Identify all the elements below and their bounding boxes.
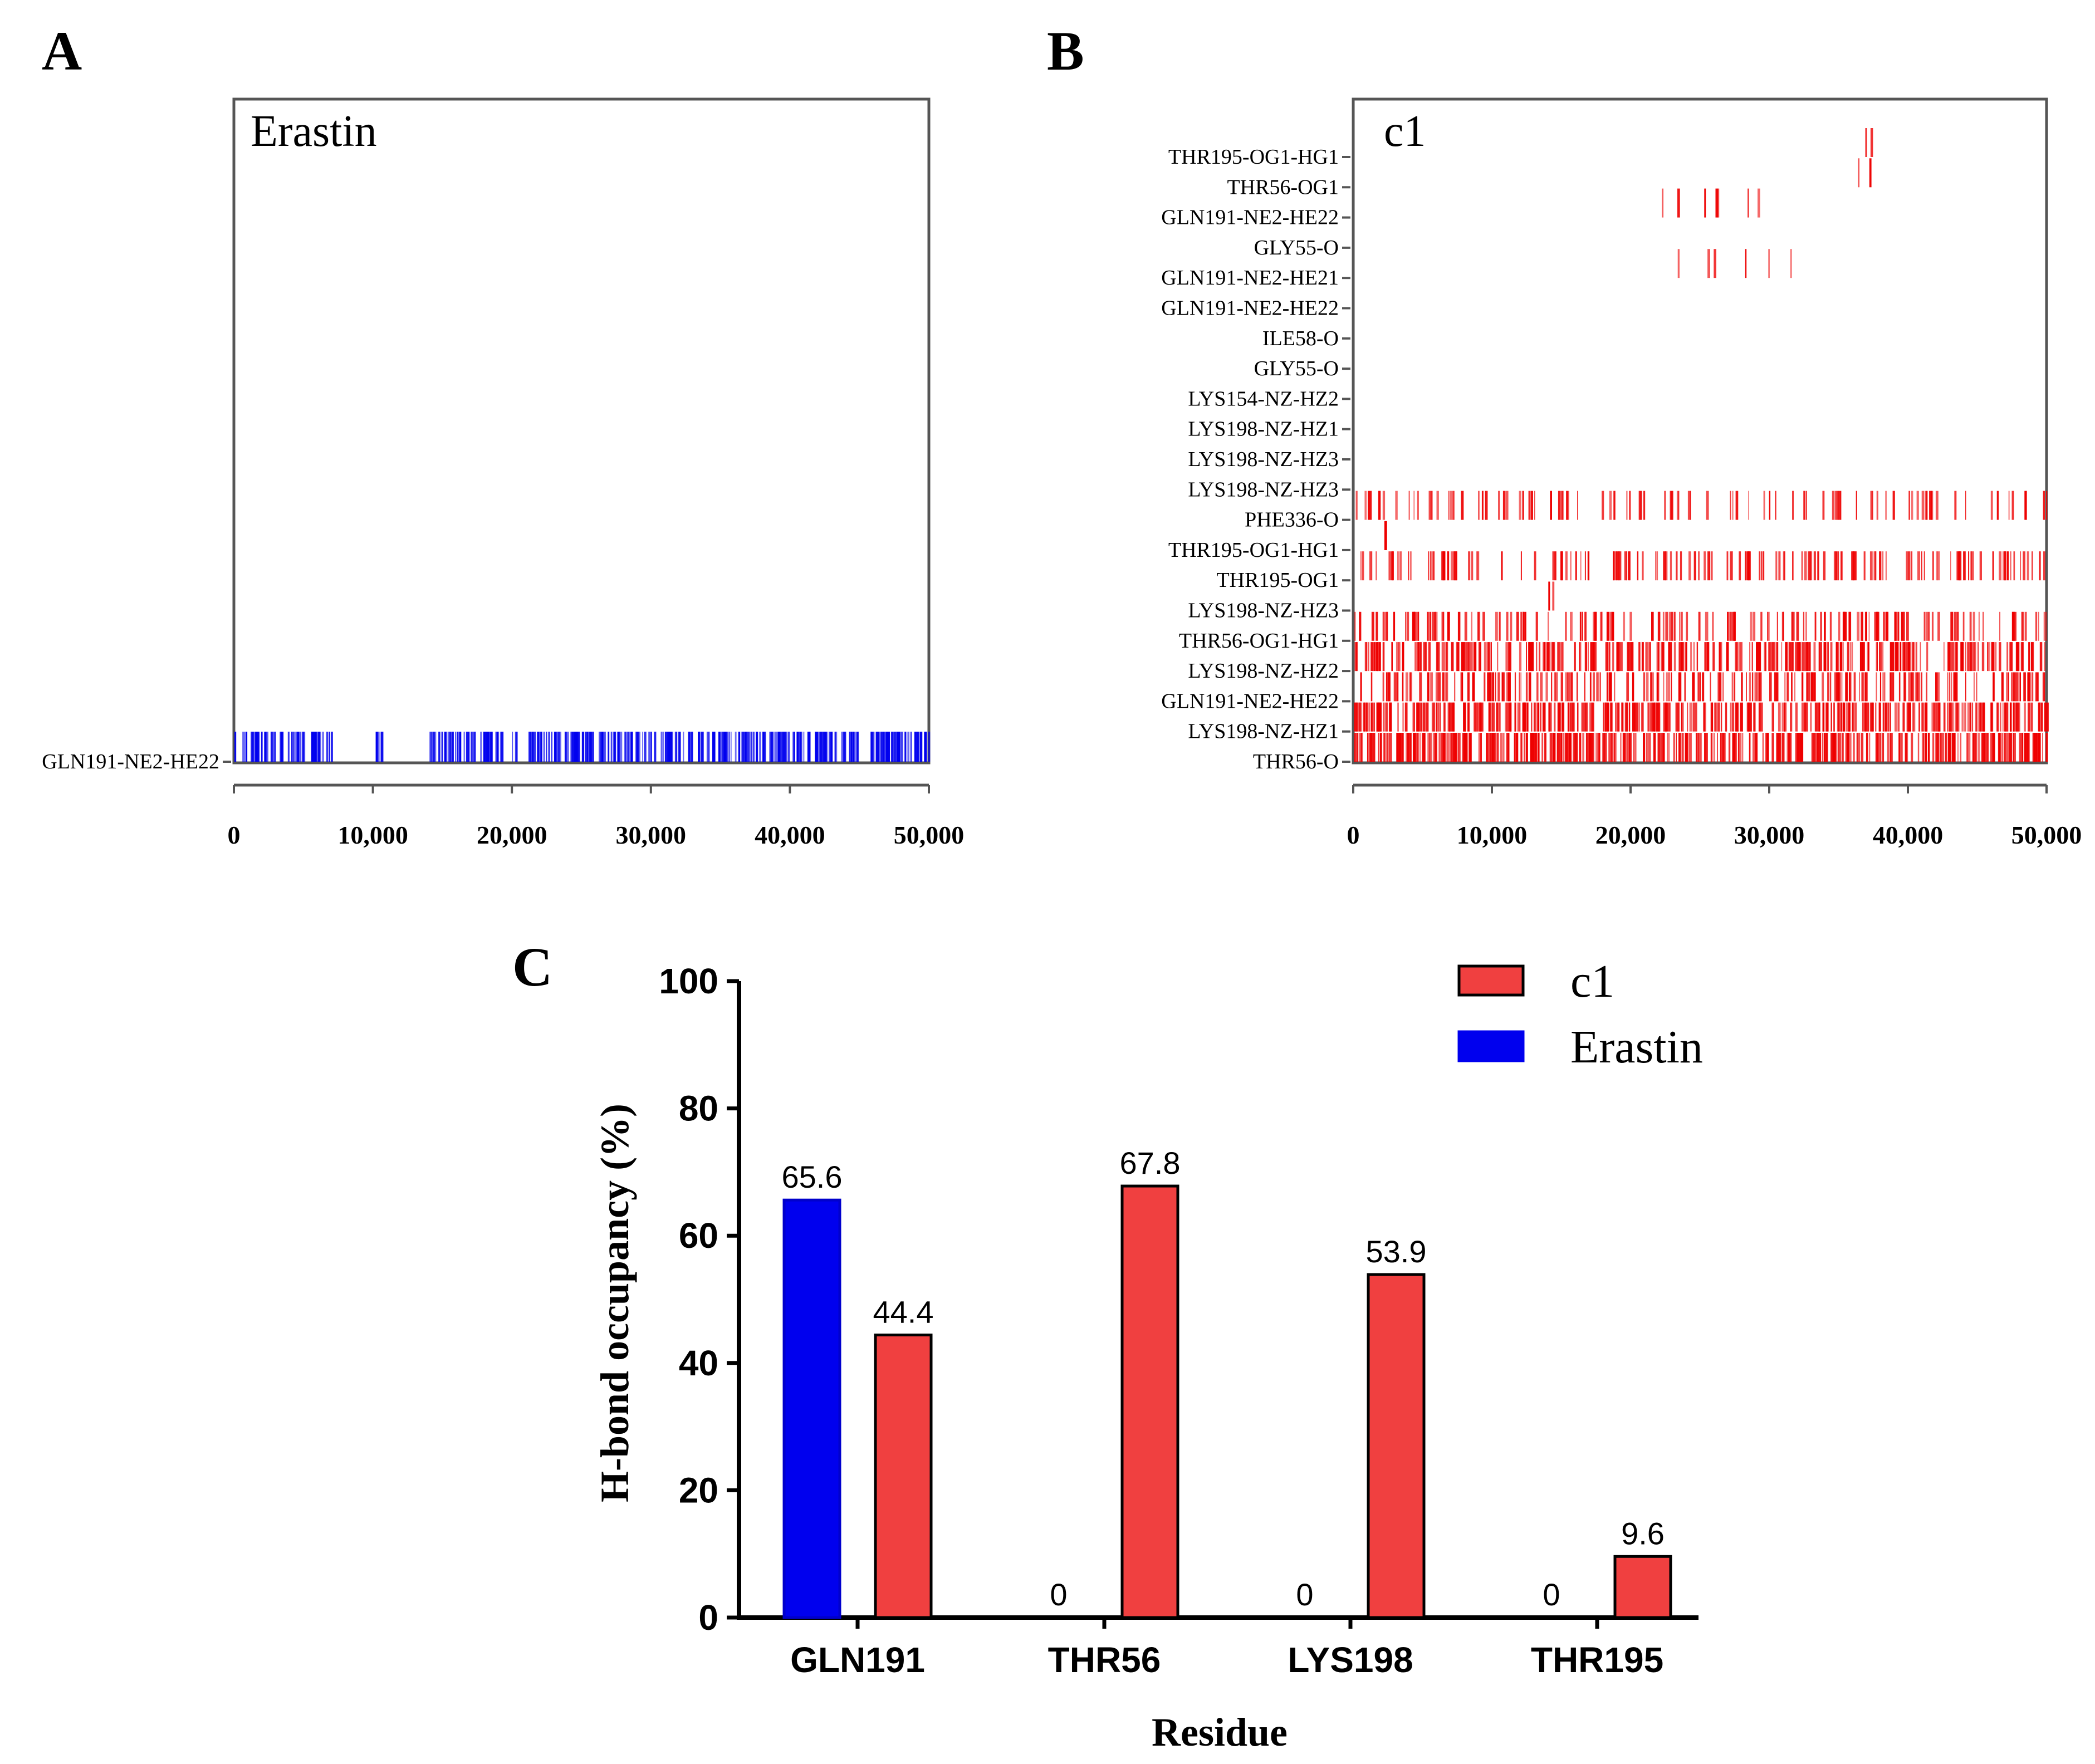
strip-17 [1354, 611, 2047, 641]
row-label: GLN191-NE2-HE22 [42, 750, 219, 773]
bar-erastin-gln191 [782, 1198, 841, 1619]
row-label: LYS198-NZ-HZ1 [1188, 720, 1339, 743]
y-tick-label: 40 [679, 1343, 718, 1383]
row-label: LYS198-NZ-HZ2 [1188, 659, 1339, 683]
row-label: GLN191-NE2-HE22 [1161, 297, 1339, 320]
data-label: 0 [1050, 1577, 1067, 1612]
row-label: GLY55-O [1254, 357, 1339, 380]
row-label: LYS198-NZ-HZ3 [1188, 599, 1339, 623]
row-label: ILE58-O [1262, 327, 1339, 350]
x-tick-label: 20,000 [477, 821, 547, 849]
x-tick-label: 30,000 [616, 821, 687, 849]
row-label: GLN191-NE2-HE21 [1161, 266, 1339, 290]
panel-a-hbond-timeline: Erastin GLN191-NE2-HE22 0 10,000 20,000 30,… [42, 97, 965, 849]
x-tick-label: 0 [228, 821, 241, 849]
panel-a-title: Erastin [251, 107, 377, 156]
x-tick-label: 50,000 [2011, 821, 2082, 849]
row-label: THR56-OG1-HG1 [1179, 629, 1339, 653]
strip-16 [1548, 581, 1555, 611]
panel-b-hbond-timeline: c1 THR195-OG1-HG1 THR56-OG1 GLN191-NE2-HE2… [1161, 97, 2082, 849]
panel-label-a: A [42, 20, 82, 82]
panel-a-x-ticks: 0 10,000 20,000 30,000 40,000 50,000 [228, 785, 965, 849]
panel-c-bars [782, 1184, 1672, 1619]
data-label: 9.6 [1621, 1516, 1665, 1551]
bar-c1-lys198 [1367, 1273, 1426, 1619]
strip-1 [234, 732, 931, 762]
x-tick-label: 50,000 [894, 821, 965, 849]
row-label: GLY55-O [1254, 236, 1339, 259]
x-tick-label: 40,000 [1873, 821, 1944, 849]
y-tick-label: 0 [698, 1598, 718, 1638]
legend-label-c1: c1 [1570, 955, 1614, 1007]
panel-c-x-ticks: GLN191 THR56 LYS198 THR195 [790, 1618, 1663, 1680]
panel-b-title: c1 [1384, 107, 1426, 156]
x-tick-label: THR195 [1531, 1640, 1663, 1680]
strip-13 [1355, 491, 2048, 520]
legend-swatch-c1 [1457, 964, 1525, 997]
strip-5 [1677, 249, 1792, 278]
x-tick-label: LYS198 [1288, 1640, 1413, 1680]
x-tick-label: 0 [1347, 821, 1360, 849]
row-label: LYS198-NZ-HZ3 [1188, 448, 1339, 471]
panel-a-strips [234, 732, 931, 762]
panel-label-c: C [512, 936, 552, 998]
bar-c1-thr195 [1613, 1555, 1672, 1619]
row-label: LYS198-NZ-HZ3 [1188, 478, 1339, 501]
panel-c-x-label: Residue [1152, 1710, 1288, 1755]
strip-2 [1858, 158, 1872, 188]
panel-c-y-label: H-bond occupancy (%) [593, 1104, 637, 1502]
x-tick-label: 10,000 [337, 821, 408, 849]
x-tick-label: GLN191 [790, 1640, 925, 1680]
panel-c-data-labels: 65.6 44.4 0 67.8 0 53.9 0 9.6 [782, 1145, 1665, 1612]
strip-3 [1662, 188, 1760, 218]
strip-21 [1354, 733, 2048, 762]
row-label: LYS154-NZ-HZ2 [1188, 387, 1339, 410]
row-label: THR195-OG1-HG1 [1168, 145, 1339, 169]
y-tick-label: 60 [679, 1216, 718, 1256]
panel-c-y-ticks: 0 20 40 60 80 100 [659, 961, 739, 1638]
data-label: 65.6 [782, 1159, 843, 1194]
panel-b-strips [1354, 128, 2049, 762]
x-tick-label: 10,000 [1457, 821, 1528, 849]
y-tick-label: 80 [679, 1089, 718, 1129]
bar-c1-gln191 [874, 1334, 933, 1619]
row-label: THR56-O [1253, 750, 1339, 773]
x-tick-label: 40,000 [755, 821, 825, 849]
panel-a-row-labels: GLN191-NE2-HE22 [42, 750, 231, 773]
y-tick-label: 20 [679, 1470, 718, 1510]
data-label: 44.4 [873, 1295, 934, 1330]
row-label: LYS198-NZ-HZ1 [1188, 418, 1339, 441]
legend-label-erastin: Erastin [1570, 1021, 1703, 1073]
panel-b-frame [1352, 97, 2048, 765]
data-label: 53.9 [1366, 1234, 1427, 1269]
row-label: THR195-OG1-HG1 [1168, 538, 1339, 562]
row-label: THR56-OG1 [1227, 175, 1339, 199]
bar-c1-thr56 [1120, 1184, 1179, 1619]
strip-19 [1360, 672, 2045, 702]
x-tick-label: THR56 [1048, 1640, 1161, 1680]
data-label: 0 [1543, 1577, 1560, 1612]
row-label: THR195-OG1 [1216, 569, 1339, 592]
panel-c-legend: c1 Erastin [1457, 955, 1703, 1073]
panel-b-x-ticks: 0 10,000 20,000 30,000 40,000 50,000 [1347, 785, 2082, 849]
row-label: GLN191-NE2-HE22 [1161, 206, 1339, 229]
data-label: 67.8 [1120, 1145, 1181, 1180]
row-label: GLN191-NE2-HE22 [1161, 689, 1339, 713]
panel-label-b: B [1047, 20, 1084, 82]
strip-15 [1360, 551, 2045, 581]
panel-c-bar-chart: 0 20 40 60 80 100 GLN191 THR56 LYS198 THR195 65.… [593, 955, 1703, 1755]
strip-14 [1384, 521, 1387, 550]
strip-1 [1865, 128, 1873, 157]
legend-swatch-erastin [1457, 1030, 1525, 1062]
x-tick-label: 20,000 [1595, 821, 1666, 849]
panel-a-frame [232, 97, 931, 765]
strip-18 [1354, 642, 2045, 672]
row-label: PHE336-O [1245, 508, 1339, 532]
strip-20 [1354, 702, 2049, 732]
x-tick-label: 30,000 [1734, 821, 1805, 849]
data-label: 0 [1296, 1577, 1313, 1612]
y-tick-label: 100 [659, 961, 718, 1001]
panel-b-row-labels: THR195-OG1-HG1 THR56-OG1 GLN191-NE2-HE22 GL… [1161, 145, 1350, 773]
